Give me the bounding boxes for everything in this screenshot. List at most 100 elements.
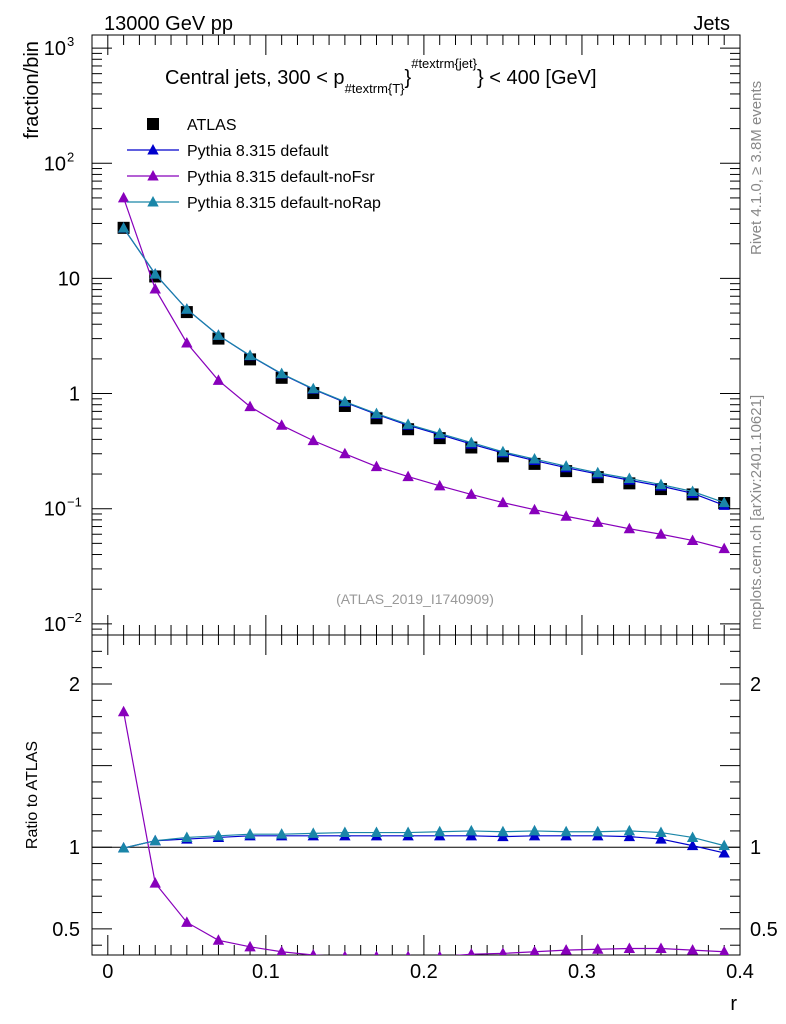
ratio-series-noFsr xyxy=(117,705,730,955)
ratio-point-noFsr xyxy=(149,877,161,888)
ratio-point-noFsr xyxy=(623,942,636,953)
main-ytick-exponent: 2 xyxy=(67,149,74,164)
legend-marker-atlas xyxy=(147,118,159,130)
point-noFsr xyxy=(465,488,478,499)
main-ylabel: fraction/bin xyxy=(21,41,43,139)
ratio-point-noRap xyxy=(402,826,414,838)
header-right: Jets xyxy=(693,13,730,35)
ratio-point-noRap xyxy=(212,829,225,841)
main-ytick-label: 1 xyxy=(69,384,80,406)
title-superscript: #textrm{jet} xyxy=(411,56,477,71)
legend-label: Pythia 8.315 default-noFsr xyxy=(187,169,375,186)
ratio-point-noFsr xyxy=(212,934,225,945)
ratio-axis-ticks: 0 0.1 0.2 0.3 0.4 0.5 0.5 1 1 2 2 xyxy=(52,635,778,983)
ratio-xtick-label: 0.3 xyxy=(568,961,596,983)
point-noFsr xyxy=(370,460,383,472)
point-noFsr xyxy=(149,282,161,294)
series-line-default xyxy=(123,227,725,506)
ratio-point-noFsr xyxy=(560,944,572,955)
main-title: Central jets, 300 < p#textrm{T}}#textrm{… xyxy=(165,56,597,96)
main-ytick-label: 10 xyxy=(58,268,80,290)
ratio-point-noRap xyxy=(339,826,351,838)
ratio-point-noRap xyxy=(528,824,541,836)
legend-label: Pythia 8.315 default-noRap xyxy=(187,195,381,212)
main-ytick-label: 10 xyxy=(44,614,66,636)
ratio-point-noRap xyxy=(560,825,572,837)
ratio-point-noRap xyxy=(718,839,730,851)
analysis-watermark: (ATLAS_2019_I1740909) xyxy=(336,591,494,607)
ratio-point-noRap xyxy=(307,827,319,838)
legend-label: Pythia 8.315 default xyxy=(187,143,329,160)
ratio-point-noRap xyxy=(592,825,604,837)
point-noRap xyxy=(370,407,383,419)
series-atlas xyxy=(117,221,731,510)
ratio-point-noFsr xyxy=(467,948,476,955)
main-ytick-label: 10 xyxy=(44,38,66,60)
title-subscript: #textrm{T} xyxy=(345,81,406,96)
ratio-point-noFsr xyxy=(405,950,411,955)
ratio-point-noFsr xyxy=(437,950,443,955)
point-noRap xyxy=(402,418,414,429)
point-noRap xyxy=(497,445,509,457)
point-noFsr xyxy=(181,336,193,348)
header-left: 13000 GeV pp xyxy=(104,13,233,35)
point-noRap xyxy=(275,367,288,379)
point-noFsr xyxy=(244,400,256,412)
ratio-ytick-label-right: 1 xyxy=(750,837,761,859)
ratio-point-noRap xyxy=(623,824,636,836)
point-noFsr xyxy=(623,522,636,534)
point-noRap xyxy=(212,329,225,340)
main-ytick-exponent: −2 xyxy=(67,610,82,625)
point-noFsr xyxy=(592,516,604,527)
point-noFsr xyxy=(117,191,130,203)
point-noRap xyxy=(592,466,604,478)
svg-text:Central jets, 300 < p#textrm{T: Central jets, 300 < p#textrm{T}}#textrm{… xyxy=(165,56,597,96)
ratio-point-noFsr xyxy=(498,947,508,955)
point-noRap xyxy=(528,453,541,464)
point-noRap xyxy=(181,303,193,314)
point-noFsr xyxy=(528,503,541,515)
ratio-point-noRap xyxy=(655,826,667,838)
point-noFsr xyxy=(307,434,319,446)
point-noRap xyxy=(149,268,161,279)
ratio-series-noRap xyxy=(117,824,730,853)
series-noFsr xyxy=(117,191,730,554)
ratio-point-noRap xyxy=(117,842,130,853)
ratio-point-noRap xyxy=(434,825,446,837)
rivet-label: Rivet 4.1.0, ≥ 3.8M events xyxy=(748,81,765,255)
ratio-xtick-label: 0.4 xyxy=(726,961,754,983)
main-ytick-exponent: 3 xyxy=(67,34,74,49)
point-noRap xyxy=(623,472,636,483)
point-noRap xyxy=(718,496,730,508)
ratio-series-default xyxy=(117,829,730,858)
point-noRap xyxy=(465,436,478,448)
ratio-ytick-label: 1 xyxy=(69,837,80,859)
series-line-noRap xyxy=(123,227,725,504)
main-ytick-exponent: −1 xyxy=(67,495,82,510)
ratio-xtick-label: 0.2 xyxy=(410,961,438,983)
ratio-ylabel: Ratio to ATLAS xyxy=(24,741,41,849)
point-noFsr xyxy=(686,534,699,545)
series-default xyxy=(117,222,730,510)
title-prefix: Central jets, 300 < p xyxy=(165,67,345,89)
point-noRap xyxy=(339,395,351,407)
legend-marker-noFsr xyxy=(147,170,159,181)
ratio-ytick-label: 0.5 xyxy=(52,919,80,941)
ratio-line-noFsr xyxy=(123,711,725,955)
point-noFsr xyxy=(402,470,414,482)
point-noFsr xyxy=(560,510,572,521)
ratio-point-default xyxy=(623,830,636,842)
ratio-point-default xyxy=(718,846,730,858)
legend-marker-default xyxy=(147,144,159,155)
ratio-point-noFsr xyxy=(342,950,348,955)
point-noFsr xyxy=(212,374,225,385)
point-noFsr xyxy=(339,447,351,459)
point-noRap xyxy=(307,382,319,394)
ratio-ytick-label: 2 xyxy=(69,674,80,696)
ratio-point-noFsr xyxy=(117,705,130,717)
ratio-line-default xyxy=(123,835,725,854)
ratio-point-noFsr xyxy=(529,945,540,955)
ratio-point-noRap xyxy=(465,824,478,836)
